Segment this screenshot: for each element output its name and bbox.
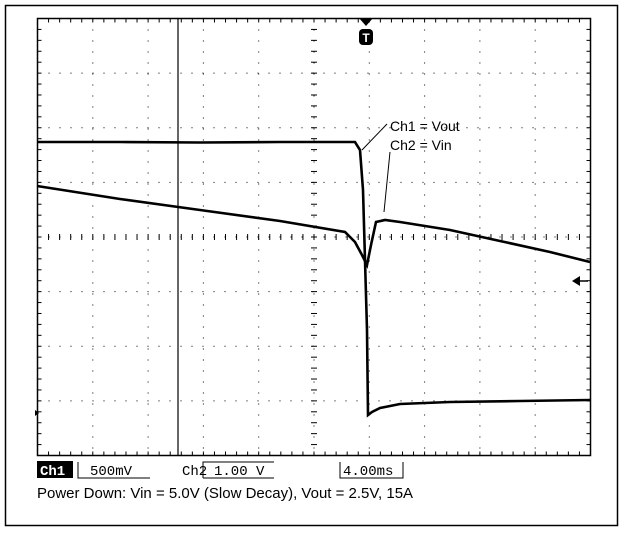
timebase: 4.00ms [343,464,393,480]
ch1-scale-box [77,462,150,479]
timebase-box [339,462,404,479]
ch2-scale: 1.00 V [214,464,265,480]
ch1-leader [361,123,388,151]
level-arrow [572,276,580,286]
ch2-trace [36,184,591,269]
ch1-badge [37,461,73,478]
trigger-label: T [362,31,370,45]
ch2-scale-box [202,461,274,479]
ch1-scale: 500mV [90,464,133,480]
ch2-leader [383,151,391,213]
ch1-label: Ch1 = Vout [390,118,460,134]
ground-marker [35,410,39,416]
trigger-arrow [359,18,373,26]
graticule-border [36,17,592,457]
ch2-label: Ch2 = Vin [390,137,452,153]
ch1-trace [37,140,591,418]
frame [4,4,619,527]
trigger-badge [359,29,373,45]
ch2-readout: Ch2 [182,464,207,480]
caption: Power Down: Vin = 5.0V (Slow Decay), Vou… [37,485,413,502]
ch1-readout: Ch1 [40,464,65,480]
